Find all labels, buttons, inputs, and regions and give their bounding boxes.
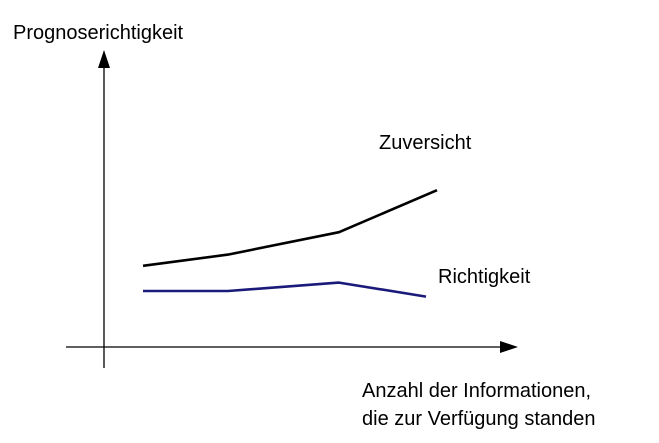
y-axis-label: Prognoserichtigkeit <box>13 22 184 44</box>
series-line-zuversicht <box>142 189 438 268</box>
y-axis-arrow <box>98 50 110 68</box>
series-label-richtigkeit: Richtigkeit <box>438 266 531 288</box>
series-label-zuversicht: Zuversicht <box>379 132 472 154</box>
series-line-richtigkeit <box>143 281 427 298</box>
series-layer <box>142 189 438 298</box>
x-axis-label-line-2: die zur Verfügung standen <box>362 408 596 430</box>
x-axis-arrow <box>500 341 518 353</box>
x-axis-label-line-1: Anzahl der Informationen, <box>362 380 591 402</box>
